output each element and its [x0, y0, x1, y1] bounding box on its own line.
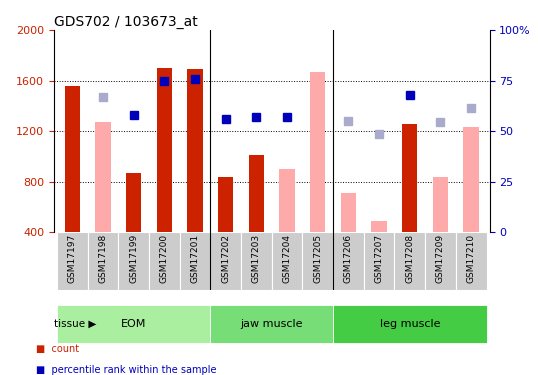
Bar — [433, 177, 448, 232]
Bar — [126, 173, 141, 232]
Bar — [464, 128, 479, 232]
Text: GSM17201: GSM17201 — [190, 234, 200, 283]
Bar — [341, 193, 356, 232]
Bar — [425, 232, 456, 290]
Bar — [157, 68, 172, 232]
Bar — [57, 232, 88, 290]
Bar — [364, 232, 394, 290]
Text: GSM17197: GSM17197 — [68, 234, 77, 284]
Bar — [187, 69, 203, 232]
Bar — [149, 232, 180, 290]
Bar — [88, 232, 118, 290]
Bar — [371, 221, 387, 232]
Bar — [95, 122, 111, 232]
Bar — [394, 232, 425, 290]
Text: tissue ▶: tissue ▶ — [54, 319, 96, 329]
Text: GSM17202: GSM17202 — [221, 234, 230, 283]
Bar — [118, 232, 149, 290]
Text: GSM17208: GSM17208 — [405, 234, 414, 283]
Bar — [272, 232, 302, 290]
Text: GSM17210: GSM17210 — [466, 234, 476, 283]
Text: GSM17200: GSM17200 — [160, 234, 169, 283]
Text: GSM17198: GSM17198 — [98, 234, 108, 284]
Bar — [210, 305, 333, 343]
Text: GSM17205: GSM17205 — [313, 234, 322, 283]
Bar — [180, 232, 210, 290]
Text: jaw muscle: jaw muscle — [240, 319, 303, 329]
Text: ■  count: ■ count — [37, 344, 80, 354]
Text: leg muscle: leg muscle — [379, 319, 440, 329]
Text: GDS702 / 103673_at: GDS702 / 103673_at — [54, 15, 197, 29]
Bar — [241, 232, 272, 290]
Text: EOM: EOM — [121, 319, 146, 329]
Bar — [218, 177, 233, 232]
Bar — [57, 305, 210, 343]
Bar — [333, 305, 486, 343]
Bar — [210, 232, 241, 290]
Bar — [279, 169, 295, 232]
Bar — [249, 155, 264, 232]
Text: ■  percentile rank within the sample: ■ percentile rank within the sample — [37, 366, 217, 375]
Bar — [302, 232, 333, 290]
Bar — [310, 72, 325, 232]
Text: GSM17199: GSM17199 — [129, 234, 138, 284]
Bar — [333, 232, 364, 290]
Bar — [456, 232, 486, 290]
Text: GSM17203: GSM17203 — [252, 234, 261, 283]
Text: GSM17204: GSM17204 — [282, 234, 292, 283]
Bar — [402, 124, 417, 232]
Bar — [65, 86, 80, 232]
Text: GSM17209: GSM17209 — [436, 234, 445, 283]
Text: GSM17206: GSM17206 — [344, 234, 353, 283]
Text: GSM17207: GSM17207 — [374, 234, 384, 283]
